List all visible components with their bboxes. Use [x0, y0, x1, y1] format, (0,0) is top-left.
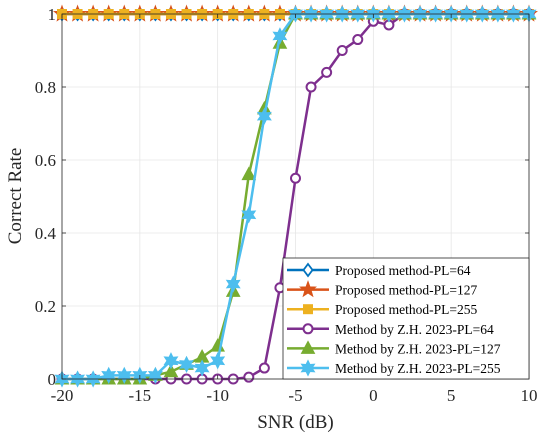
y-tick-label: 1 [48, 5, 57, 24]
legend-swatch-marker [302, 323, 314, 335]
legend-label: Method by Z.H. 2023-PL=255 [335, 361, 501, 376]
legend-entry: Proposed method-PL=64 [287, 262, 471, 278]
data-point [101, 366, 117, 384]
legend-swatch-marker [300, 340, 316, 354]
y-tick-label: 0 [48, 370, 57, 389]
legend-entry: Proposed method-PL=127 [287, 280, 477, 298]
y-axis-label: Correct Rate [5, 148, 26, 245]
y-tick-label: 0.2 [35, 297, 56, 316]
data-point [243, 371, 255, 383]
x-tick-label: 0 [369, 386, 378, 405]
data-point [290, 172, 301, 184]
legend-box [282, 257, 530, 380]
legend-entry: Method by Z.H. 2023-PL=64 [287, 322, 494, 337]
data-point [256, 107, 272, 125]
legend-entry: Proposed method-PL=255 [287, 302, 477, 317]
data-point [147, 366, 163, 384]
data-point [352, 34, 364, 46]
legend-swatch-marker [298, 280, 318, 298]
data-point [258, 362, 270, 374]
data-point [210, 352, 226, 370]
y-tick-label: 0.4 [35, 224, 57, 243]
data-point [241, 166, 257, 181]
x-axis-label: SNR (dB) [257, 412, 334, 433]
y-tick-label: 0.6 [35, 151, 56, 170]
data-point [336, 45, 348, 56]
data-point [194, 359, 210, 377]
data-point [241, 206, 257, 224]
legend-swatch-marker [302, 262, 314, 278]
legend: Proposed method-PL=64 Proposed method-PL=… [282, 257, 530, 380]
legend-label: Proposed method-PL=64 [335, 263, 471, 278]
data-point [116, 366, 132, 384]
x-tick-label: -10 [206, 386, 229, 405]
legend-label: Proposed method-PL=127 [335, 283, 477, 298]
legend-label: Method by Z.H. 2023-PL=127 [335, 341, 501, 356]
x-tick-label: -5 [288, 386, 302, 405]
data-point [272, 27, 288, 45]
data-point [163, 363, 179, 378]
x-tick-label: 10 [521, 386, 538, 405]
axis-ticks: -20 -15 -10 -5 0 5 10 0 0.2 0.4 0.6 0.8 1 [35, 5, 538, 405]
data-point [163, 352, 179, 370]
data-point [305, 81, 317, 93]
y-tick-label: 0.8 [35, 78, 56, 97]
data-point [179, 355, 195, 374]
x-tick-label: -20 [51, 386, 74, 405]
legend-entry: Method by Z.H. 2023-PL=255 [287, 359, 501, 377]
data-point [321, 66, 333, 78]
legend-entry: Method by Z.H. 2023-PL=127 [287, 340, 501, 356]
data-point [225, 275, 241, 293]
legend-swatch-marker [300, 359, 316, 377]
legend-label: Method by Z.H. 2023-PL=64 [335, 322, 494, 337]
x-tick-label: -15 [128, 386, 151, 405]
legend-swatch-marker [303, 304, 313, 315]
legend-label: Proposed method-PL=255 [335, 302, 477, 317]
x-tick-label: 5 [447, 386, 456, 405]
